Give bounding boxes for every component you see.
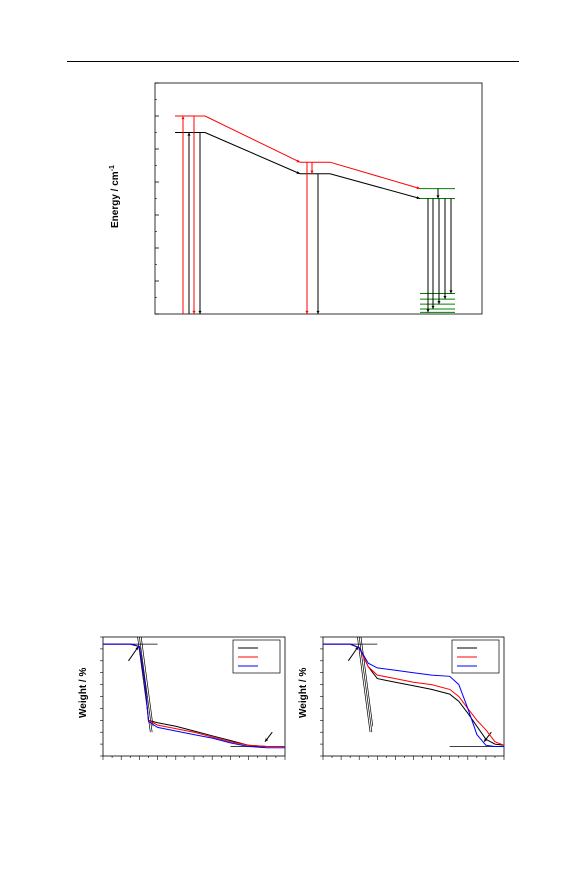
emission-arrow-head	[431, 305, 435, 310]
energy-transfer-arrow-head	[296, 171, 300, 174]
tga-right-onset-tangent	[357, 636, 371, 733]
emission-arrow-head	[449, 290, 453, 294]
tga-chart-right: Weight / %	[298, 636, 505, 760]
tga-right-series-line-3	[323, 643, 504, 747]
energy-ylabel: Energy / cm-1	[109, 165, 121, 228]
emission-arrow-head	[198, 310, 202, 314]
emission-arrow-head	[443, 295, 447, 300]
page-header-rule	[67, 61, 519, 62]
relaxation-arrow-head	[310, 170, 314, 174]
energy-transfer-arrow	[204, 115, 301, 163]
tga-left-end-pointer-head	[264, 738, 269, 742]
tga-right-series-line-2	[323, 643, 505, 746]
tga-right-ylabel: Weight / %	[298, 668, 309, 718]
energy-transfer-arrow-head	[296, 159, 300, 163]
tga-left-ylabel: Weight / %	[78, 668, 89, 718]
tga-left-onset-tangent	[139, 636, 153, 733]
tga-left-series-line-3	[103, 643, 285, 749]
emission-arrow-head	[426, 309, 430, 313]
excitation-arrow-head	[181, 116, 185, 120]
energy-transfer-arrow-head	[416, 186, 420, 190]
energy-transfer-arrow	[329, 161, 421, 190]
energy-transfer-arrow-head	[416, 196, 420, 200]
emission-arrow-head	[437, 300, 441, 305]
tga-chart-left: Weight / %	[78, 636, 286, 760]
emission-arrow-head	[305, 310, 309, 314]
tga-left-onset-tangent	[140, 636, 154, 727]
energy-transfer-arrow	[329, 173, 421, 199]
relaxation-arrow-head	[436, 195, 440, 199]
emission-arrow-head	[316, 310, 320, 314]
tga-right-end-pointer-head	[484, 738, 488, 742]
tga-left-onset-pointer-head	[135, 646, 139, 650]
excitation-arrow-head	[187, 132, 191, 136]
energy-transfer-arrow	[204, 132, 301, 175]
tga-right-onset-tangent	[360, 636, 374, 727]
emission-arrow-head	[192, 310, 196, 314]
energy-level-chart: Energy / cm-1	[109, 82, 483, 315]
